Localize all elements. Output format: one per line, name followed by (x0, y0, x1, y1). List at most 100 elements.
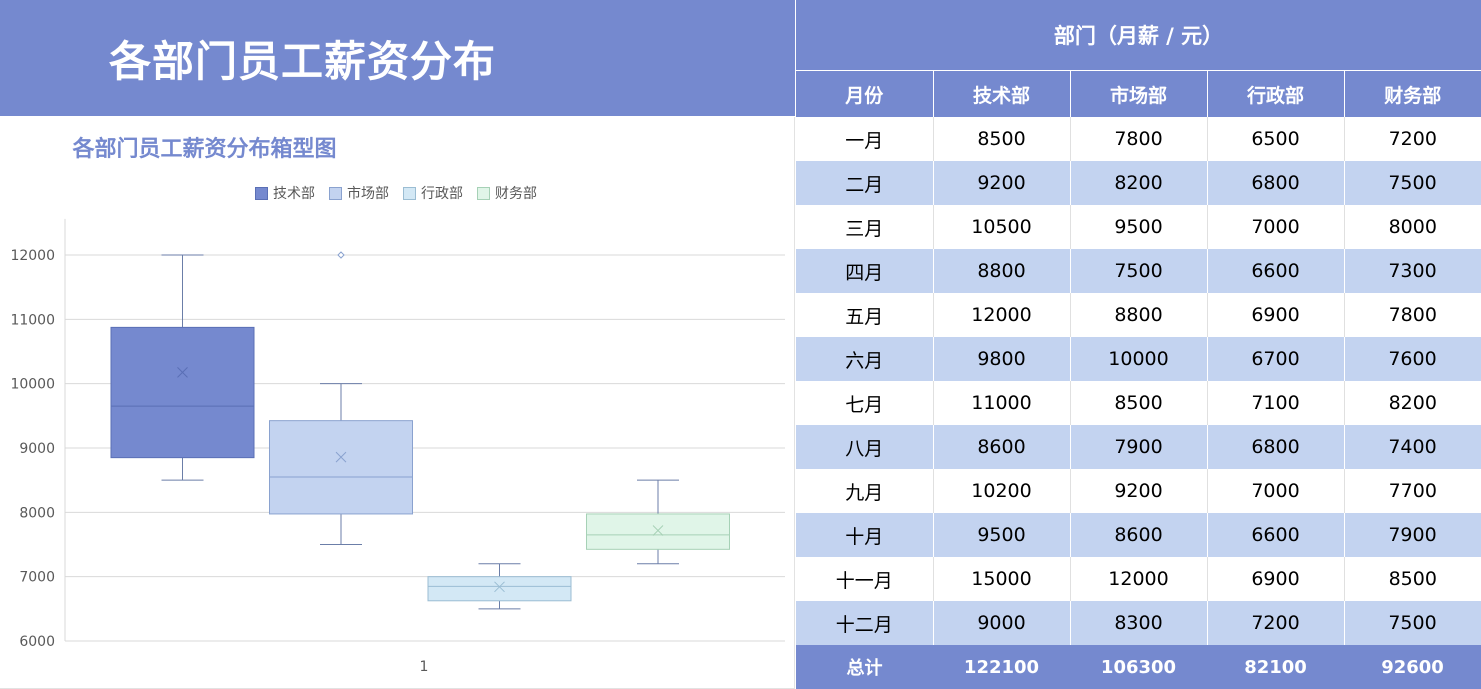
salary-cell[interactable]: 10500 (933, 205, 1071, 249)
salary-cell[interactable]: 7900 (1070, 425, 1208, 469)
legend-item[interactable]: 技术部 (255, 183, 315, 203)
salary-cell[interactable]: 7000 (1207, 205, 1345, 249)
header-market[interactable]: 市场部 (1070, 71, 1208, 117)
salary-cell[interactable]: 11000 (933, 381, 1071, 425)
table-row: 十一月 15000 12000 6900 8500 (796, 557, 1481, 601)
box-1 (110, 326, 255, 459)
total-market[interactable]: 106300 (1070, 645, 1207, 689)
salary-cell[interactable]: 6900 (1207, 293, 1345, 337)
salary-cell[interactable]: 8800 (933, 249, 1071, 293)
legend-item[interactable]: 市场部 (329, 183, 389, 203)
legend-item[interactable]: 财务部 (477, 183, 537, 203)
salary-cell[interactable]: 10200 (933, 469, 1071, 513)
salary-cell[interactable]: 9800 (933, 337, 1071, 381)
salary-cell[interactable]: 6800 (1207, 425, 1345, 469)
salary-cell[interactable]: 6500 (1207, 117, 1345, 161)
salary-cell[interactable]: 8500 (933, 117, 1071, 161)
legend-swatch (255, 186, 268, 200)
table-row: 十二月 9000 8300 7200 7500 (796, 601, 1481, 645)
salary-cell[interactable]: 7800 (1388, 304, 1437, 326)
month-cell[interactable]: 三月 (796, 205, 934, 249)
salary-cell[interactable]: 7700 (1388, 480, 1437, 502)
legend-label: 财务部 (495, 186, 537, 202)
table-row: 八月 8600 7900 6800 7400 (796, 425, 1481, 469)
chart-title: 各部门员工薪资分布箱型图 (72, 137, 337, 162)
header-admin[interactable]: 行政部 (1207, 71, 1345, 117)
month-cell[interactable]: 十二月 (796, 601, 934, 645)
salary-cell[interactable]: 6900 (1207, 557, 1345, 601)
salary-cell[interactable]: 6700 (1207, 337, 1345, 381)
table-row: 九月 10200 9200 7000 7700 (796, 469, 1481, 513)
month-cell[interactable]: 九月 (796, 469, 934, 513)
salary-cell[interactable]: 8500 (1070, 381, 1208, 425)
salary-cell[interactable]: 9500 (1070, 205, 1208, 249)
salary-cell[interactable]: 7100 (1207, 381, 1345, 425)
salary-cell[interactable]: 12000 (1070, 557, 1208, 601)
salary-cell[interactable]: 8500 (1388, 568, 1437, 590)
table-row: 十月 9500 8600 6600 7900 (796, 513, 1481, 557)
salary-cell[interactable]: 7500 (1344, 161, 1481, 205)
month-cell[interactable]: 五月 (796, 293, 934, 337)
table-title-banner: 部门（月薪 / 元） (796, 0, 1481, 71)
salary-cell[interactable]: 7200 (1388, 128, 1437, 150)
month-cell[interactable]: 十一月 (796, 557, 934, 601)
legend-swatch (329, 186, 342, 200)
salary-cell[interactable]: 7500 (1070, 249, 1208, 293)
salary-cell[interactable]: 8600 (933, 425, 1071, 469)
month-cell[interactable]: 七月 (796, 381, 934, 425)
salary-cell[interactable]: 12000 (933, 293, 1071, 337)
chart-canvas: 6000 7000 8000 9000 10000 11000 12000 1 (10, 218, 785, 675)
table-row: 三月 10500 9500 7000 8000 (796, 205, 1481, 249)
salary-cell[interactable]: 15000 (933, 557, 1071, 601)
total-admin[interactable]: 82100 (1207, 645, 1344, 689)
box-4 (586, 513, 730, 550)
month-cell[interactable]: 一月 (796, 117, 934, 161)
chart-panel: 各部门员工薪资分布 各部门员工薪资分布箱型图 技术部 市场部 行政部 财务部 6000… (0, 0, 796, 689)
salary-cell[interactable]: 10000 (1070, 337, 1208, 381)
mean-marker (335, 451, 347, 463)
table-body: 一月 8500 7800 6500 7200 二月 9200 8200 6800 7500 三月 10… (796, 117, 1481, 645)
salary-cell[interactable]: 7300 (1344, 249, 1481, 293)
y-tick-label: 7000 (19, 570, 55, 586)
total-label[interactable]: 总计 (796, 645, 933, 689)
salary-cell[interactable]: 9500 (933, 513, 1071, 557)
legend-item[interactable]: 行政部 (403, 183, 463, 203)
salary-cell[interactable]: 9200 (933, 161, 1071, 205)
salary-cell[interactable]: 8600 (1070, 513, 1208, 557)
salary-cell[interactable]: 8300 (1070, 601, 1208, 645)
salary-cell[interactable]: 6600 (1207, 513, 1345, 557)
month-cell[interactable]: 十月 (796, 513, 934, 557)
salary-cell[interactable]: 8200 (1388, 392, 1437, 414)
y-tick-label: 8000 (19, 505, 55, 521)
salary-cell[interactable]: 9200 (1070, 469, 1208, 513)
header-month[interactable]: 月份 (796, 71, 934, 117)
month-cell[interactable]: 六月 (796, 337, 934, 381)
salary-cell[interactable]: 7500 (1344, 601, 1481, 645)
month-cell[interactable]: 二月 (796, 161, 934, 205)
month-cell[interactable]: 四月 (796, 249, 934, 293)
total-finance[interactable]: 92600 (1344, 645, 1481, 689)
salary-cell[interactable]: 7800 (1070, 117, 1208, 161)
salary-cell[interactable]: 8200 (1070, 161, 1208, 205)
salary-cell[interactable]: 7600 (1344, 337, 1481, 381)
salary-cell[interactable]: 7900 (1344, 513, 1481, 557)
legend-swatch (477, 186, 490, 200)
x-tick-label: 1 (420, 659, 429, 675)
salary-cell[interactable]: 9000 (933, 601, 1071, 645)
salary-cell[interactable]: 8000 (1388, 216, 1437, 238)
total-tech[interactable]: 122100 (933, 645, 1070, 689)
salary-cell[interactable]: 7400 (1344, 425, 1481, 469)
salary-cell[interactable]: 8800 (1070, 293, 1208, 337)
header-tech[interactable]: 技术部 (933, 71, 1071, 117)
salary-cell[interactable]: 7200 (1207, 601, 1345, 645)
month-cell[interactable]: 八月 (796, 425, 934, 469)
legend-label: 市场部 (347, 186, 389, 202)
salary-cell[interactable]: 7000 (1207, 469, 1345, 513)
box-plot-chart[interactable]: 各部门员工薪资分布箱型图 技术部 市场部 行政部 财务部 6000 7000 8000 90… (0, 117, 795, 689)
table-row: 二月 9200 8200 6800 7500 (796, 161, 1481, 205)
legend-swatch (403, 186, 416, 200)
salary-cell[interactable]: 6600 (1207, 249, 1345, 293)
header-finance[interactable]: 财务部 (1344, 71, 1481, 117)
table-panel: 部门（月薪 / 元） 月份 技术部 市场部 行政部 财务部 一月 8500 7800… (796, 0, 1481, 689)
salary-cell[interactable]: 6800 (1207, 161, 1345, 205)
